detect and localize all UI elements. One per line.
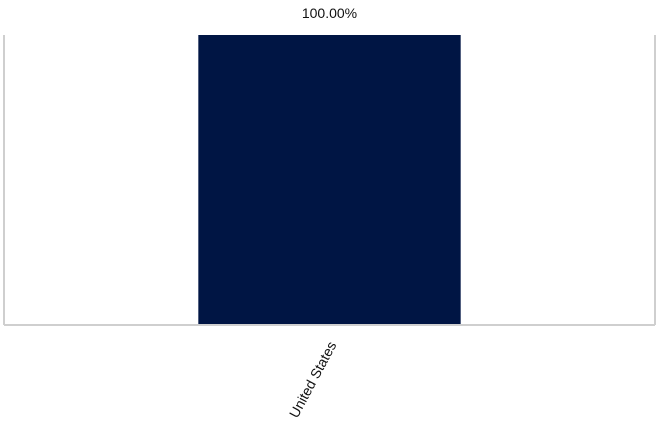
x-tick-label-0: United States — [286, 339, 340, 421]
bars-group — [198, 35, 461, 325]
data-label-0: 100.00% — [302, 5, 357, 21]
bar-0 — [198, 35, 461, 325]
data-labels-group: 100.00% — [302, 5, 357, 21]
x-tick-labels-group: United States — [286, 339, 340, 421]
